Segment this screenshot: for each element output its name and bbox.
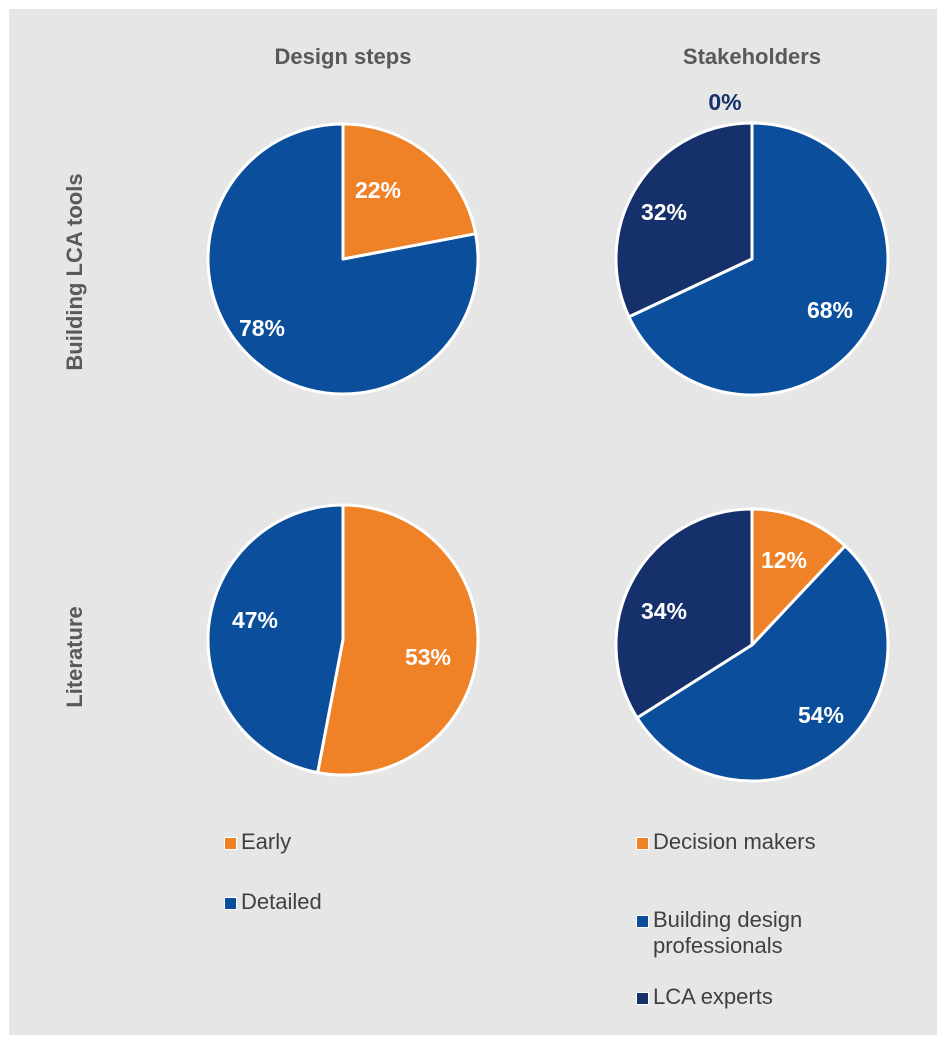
slice-label: 54% [798, 702, 844, 728]
legend-swatch [636, 992, 649, 1005]
pie-slice-early [316, 503, 480, 777]
legend-item: Building design professionals [636, 907, 802, 959]
legend-label: Building design professionals [653, 907, 803, 958]
legend-item: Early [224, 829, 291, 855]
slice-label: 0% [708, 89, 741, 115]
slice-label: 34% [641, 598, 687, 624]
pie-charts-svg: Design steps Stakeholders Building LCA t… [62, 44, 890, 783]
slice-label: 12% [761, 547, 807, 573]
pie-slice-early [341, 122, 478, 261]
legend-label: Detailed [241, 889, 322, 914]
legend-swatch [636, 837, 649, 850]
legend-swatch [224, 897, 237, 910]
legend-swatch [224, 837, 237, 850]
pie-slice-lca-experts [614, 121, 754, 319]
pie-slice-building-design-professionals [627, 121, 890, 397]
column-title-stakeholders: Stakeholders [683, 44, 821, 69]
slice-label: 78% [239, 315, 285, 341]
chart-figure: Design steps Stakeholders Building LCA t… [9, 9, 937, 1035]
pie-slice-detailed [206, 503, 345, 775]
row-title-literature: Literature [62, 606, 87, 707]
slice-label: 47% [232, 607, 278, 633]
legend-item: Detailed [224, 889, 322, 915]
slice-label: 32% [641, 199, 687, 225]
legend-label: LCA experts [653, 984, 773, 1009]
legend-item: Decision makers [636, 829, 816, 855]
legend-swatch [636, 915, 649, 928]
legend-label: Early [241, 829, 292, 854]
row-title-building-lca-tools: Building LCA tools [62, 173, 87, 370]
column-title-design-steps: Design steps [275, 44, 412, 69]
slice-label: 68% [807, 297, 853, 323]
pie-slice-building-design-professionals [635, 544, 890, 783]
legend-label: Decision makers [653, 829, 816, 854]
slice-label: 53% [405, 644, 451, 670]
slice-label: 22% [355, 177, 401, 203]
pie-slice-decision-makers [750, 507, 847, 647]
legend-item: LCA experts [636, 984, 773, 1010]
